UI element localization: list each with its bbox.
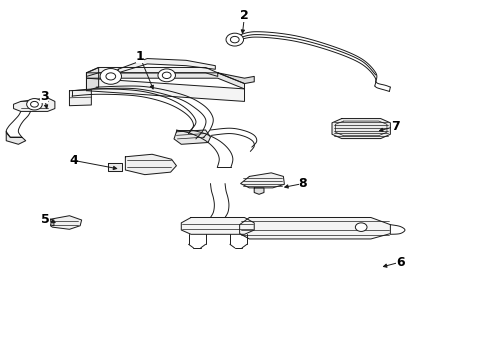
Circle shape (100, 68, 121, 84)
Text: 5: 5 (41, 213, 49, 226)
Polygon shape (217, 73, 254, 84)
Polygon shape (50, 219, 54, 226)
Polygon shape (47, 216, 81, 229)
Polygon shape (125, 154, 176, 175)
Polygon shape (86, 67, 99, 91)
Polygon shape (174, 130, 210, 144)
Text: 3: 3 (40, 90, 48, 103)
Circle shape (158, 69, 175, 82)
Text: 4: 4 (69, 154, 78, 167)
Polygon shape (86, 73, 244, 89)
Text: 2: 2 (240, 9, 248, 22)
Polygon shape (331, 118, 389, 139)
Polygon shape (108, 163, 122, 171)
Text: 1: 1 (135, 50, 144, 63)
Polygon shape (86, 67, 217, 76)
Circle shape (27, 99, 42, 110)
Circle shape (225, 33, 243, 46)
Polygon shape (6, 132, 26, 144)
Polygon shape (86, 78, 244, 102)
Polygon shape (254, 188, 264, 194)
Circle shape (355, 223, 366, 231)
Polygon shape (181, 217, 254, 234)
Text: 6: 6 (395, 256, 404, 269)
Polygon shape (239, 217, 389, 239)
Polygon shape (118, 59, 215, 73)
Polygon shape (240, 173, 284, 188)
Polygon shape (14, 98, 55, 111)
Polygon shape (69, 90, 91, 106)
Text: 8: 8 (298, 177, 306, 190)
Text: 7: 7 (390, 120, 399, 133)
